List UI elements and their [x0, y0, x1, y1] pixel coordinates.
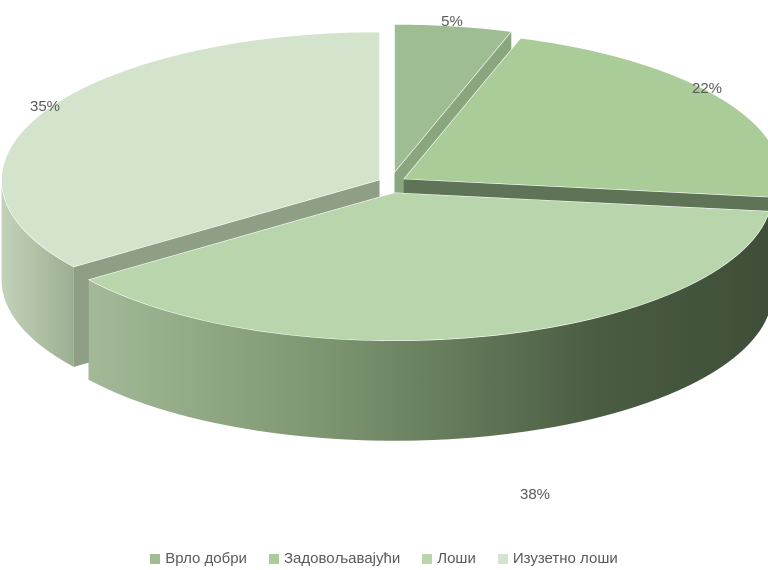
- data-label-4: 35%: [30, 98, 60, 115]
- legend-swatch-icon: [150, 553, 161, 564]
- data-label-3: 38%: [520, 486, 550, 503]
- slice-losi: [87, 192, 768, 441]
- legend-label: Задовољавајући: [283, 550, 401, 567]
- pie-chart-svg: 5% 22% 38% 35%: [1, 13, 768, 503]
- legend-swatch-icon: [497, 553, 508, 564]
- legend-item-3: Лоши: [422, 550, 476, 567]
- legend-label: Врло добри: [165, 550, 247, 567]
- legend-swatch-icon: [422, 553, 433, 564]
- legend-item-1: Врло добри: [150, 550, 247, 567]
- slice-losi-top: [87, 192, 768, 342]
- slice-izuzetno-losi-side: [1, 179, 74, 367]
- legend-label: Лоши: [437, 550, 476, 567]
- pie-slices: [1, 24, 768, 441]
- slice-izuzetno-losi-top: [1, 31, 380, 268]
- legend: Врло добри Задовољавајући Лоши Изузетно лош…: [0, 550, 768, 567]
- slice-vrlo-dobri-top: [394, 24, 512, 174]
- legend-swatch-icon: [268, 553, 279, 564]
- pie-data-labels: 5% 22% 38% 35%: [30, 13, 722, 503]
- legend-label: Изузетно лоши: [512, 550, 618, 567]
- legend-item-4: Изузетно лоши: [497, 550, 618, 567]
- legend-item-2: Задовољавајући: [268, 550, 401, 567]
- slice-losi-side: [88, 215, 768, 441]
- data-label-1: 5%: [441, 13, 463, 30]
- data-label-2: 22%: [692, 80, 722, 97]
- slice-zadovoljavajuci-top: [403, 37, 768, 198]
